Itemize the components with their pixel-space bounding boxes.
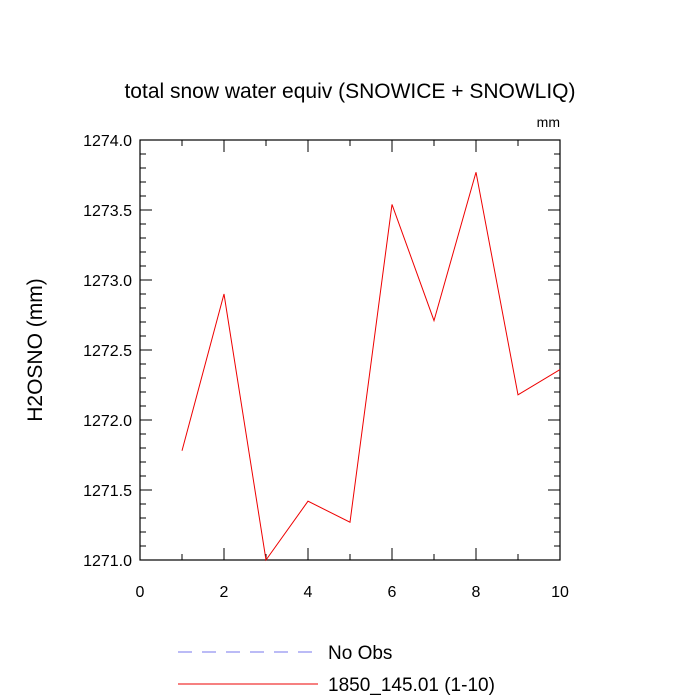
y-tick-label: 1273.0 [83,273,132,290]
x-tick-label: 2 [220,584,229,601]
units-label: mm [537,114,560,130]
legend-label: No Obs [328,643,392,664]
y-tick-label: 1273.5 [83,203,132,220]
legend-label: 1850_145.01 (1-10) [328,675,495,696]
plot-border [140,140,560,560]
y-tick-label: 1274.0 [83,133,132,150]
legend: No Obs 1850_145.01 (1-10) [178,643,495,696]
axis-ticks [140,140,560,560]
y-tick-label: 1271.0 [83,553,132,570]
series-layer [182,172,560,560]
y-tick-label: 1271.5 [83,483,132,500]
y-tick-label: 1272.0 [83,413,132,430]
x-tick-label: 10 [551,584,569,601]
plot-frame [140,140,560,560]
x-tick-label: 4 [304,584,313,601]
x-tick-label: 8 [472,584,481,601]
chart-title: total snow water equiv (SNOWICE + SNOWLI… [124,80,575,103]
axis-tick-labels: 0 2 4 6 8 10 1271.0 1271.5 1272.0 1272.5 1273.0 127… [83,133,569,601]
series-line [182,172,560,560]
y-tick-label: 1272.5 [83,343,132,360]
x-tick-label: 6 [388,584,397,601]
y-axis-title: H2OSNO (mm) [24,278,47,422]
x-tick-label: 0 [136,584,145,601]
